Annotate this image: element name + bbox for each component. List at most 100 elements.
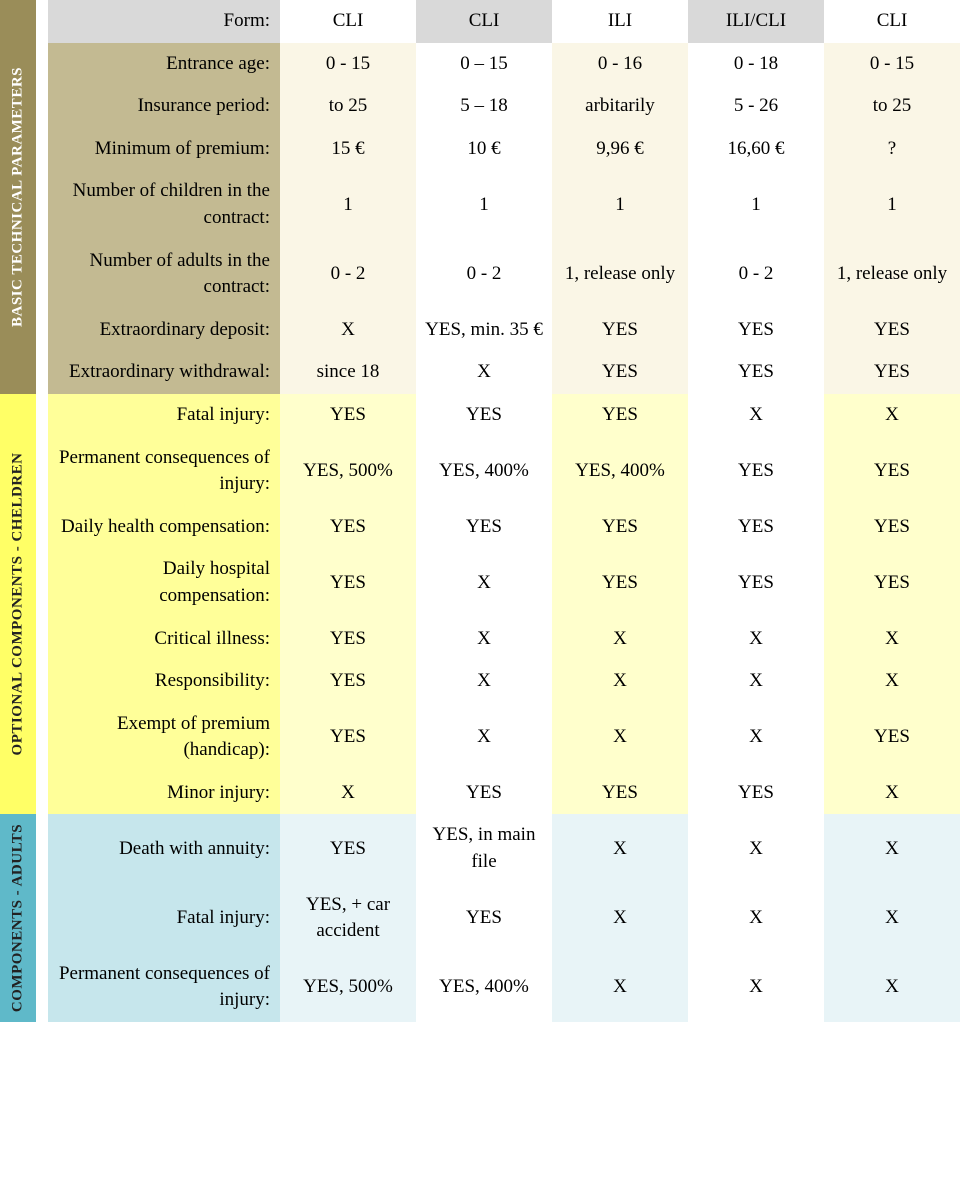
side-adults: COMPONENTS - ADULTS — [0, 814, 36, 1022]
header-label: Form: — [48, 0, 280, 43]
cell: X — [688, 394, 824, 437]
cell: YES — [824, 703, 960, 772]
cell: YES — [280, 660, 416, 703]
cell: YES — [416, 506, 552, 549]
cell: X — [688, 618, 824, 661]
cell: X — [552, 703, 688, 772]
table-row: Number of children in the contract: 1 1 … — [48, 170, 960, 239]
side-label-children: OPTIONAL COMPONENTS - CHELDREN — [10, 453, 27, 756]
cell: X — [552, 660, 688, 703]
table-row: Minimum of premium: 15 € 10 € 9,96 € 16,… — [48, 128, 960, 171]
cell: YES — [824, 309, 960, 352]
cell: X — [416, 703, 552, 772]
cell: YES — [280, 548, 416, 617]
cell: 0 – 15 — [416, 43, 552, 86]
cell: YES — [552, 309, 688, 352]
cell: X — [824, 953, 960, 1022]
cell: 0 - 2 — [688, 240, 824, 309]
col-header: CLI — [824, 0, 960, 43]
cell: YES, 400% — [552, 437, 688, 506]
section-adults: COMPONENTS - ADULTS Death with annuity: … — [0, 814, 960, 1022]
col-header: CLI — [280, 0, 416, 43]
cell: X — [688, 884, 824, 953]
cell: X — [280, 309, 416, 352]
row-label: Exempt of premium (handicap): — [48, 703, 280, 772]
table-row: Extraordinary withdrawal: since 18 X YES… — [48, 351, 960, 394]
cell: YES — [280, 814, 416, 883]
row-label: Extraordinary withdrawal: — [48, 351, 280, 394]
cell: X — [824, 394, 960, 437]
row-label: Death with annuity: — [48, 814, 280, 883]
cell: to 25 — [280, 85, 416, 128]
cell: YES, 500% — [280, 953, 416, 1022]
cell: 1, release only — [552, 240, 688, 309]
cell: X — [824, 618, 960, 661]
col-header: ILI/CLI — [688, 0, 824, 43]
cell: X — [688, 814, 824, 883]
cell: 5 - 26 — [688, 85, 824, 128]
cell: YES, + car accident — [280, 884, 416, 953]
table-row: Exempt of premium (handicap): YES X X X … — [48, 703, 960, 772]
row-label: Extraordinary deposit: — [48, 309, 280, 352]
table-row: Permanent consequences of injury: YES, 5… — [48, 437, 960, 506]
cell: 1 — [280, 170, 416, 239]
cell: ? — [824, 128, 960, 171]
cell: 0 - 15 — [824, 43, 960, 86]
cell: YES, 400% — [416, 953, 552, 1022]
cell: 1 — [552, 170, 688, 239]
table-row: Extraordinary deposit: X YES, min. 35 € … — [48, 309, 960, 352]
cell: YES, 500% — [280, 437, 416, 506]
cell: YES — [280, 394, 416, 437]
section-children: OPTIONAL COMPONENTS - CHELDREN Fatal inj… — [0, 394, 960, 815]
cell: 15 € — [280, 128, 416, 171]
side-label-adults: COMPONENTS - ADULTS — [10, 824, 27, 1012]
col-header: ILI — [552, 0, 688, 43]
insurance-comparison-table: BASIC TECHNICAL PARAMETERS Form: CLI CLI… — [0, 0, 960, 1022]
side-basic: BASIC TECHNICAL PARAMETERS — [0, 0, 36, 394]
cell: X — [552, 618, 688, 661]
cell: YES — [552, 351, 688, 394]
row-label: Fatal injury: — [48, 394, 280, 437]
cell: X — [824, 772, 960, 815]
cell: YES — [824, 351, 960, 394]
table-row: Fatal injury: YES, + car accident YES X … — [48, 884, 960, 953]
cell: X — [552, 953, 688, 1022]
cell: YES — [688, 437, 824, 506]
table-row: Number of adults in the contract: 0 - 2 … — [48, 240, 960, 309]
cell: X — [824, 660, 960, 703]
row-label: Responsibility: — [48, 660, 280, 703]
row-label: Daily hospital compensation: — [48, 548, 280, 617]
row-label: Number of children in the contract: — [48, 170, 280, 239]
cell: 9,96 € — [552, 128, 688, 171]
cell: YES — [552, 394, 688, 437]
row-label: Number of adults in the contract: — [48, 240, 280, 309]
cell: YES — [688, 351, 824, 394]
cell: YES — [416, 394, 552, 437]
cell: 1 — [824, 170, 960, 239]
cell: 0 - 16 — [552, 43, 688, 86]
cell: YES — [416, 772, 552, 815]
row-label: Entrance age: — [48, 43, 280, 86]
cell: YES — [688, 506, 824, 549]
header-row: Form: CLI CLI ILI ILI/CLI CLI — [48, 0, 960, 43]
cell: YES — [688, 548, 824, 617]
table-row: Critical illness: YES X X X X — [48, 618, 960, 661]
row-label: Insurance period: — [48, 85, 280, 128]
table-row: Entrance age: 0 - 15 0 – 15 0 - 16 0 - 1… — [48, 43, 960, 86]
table-row: Responsibility: YES X X X X — [48, 660, 960, 703]
cell: X — [416, 660, 552, 703]
cell: since 18 — [280, 351, 416, 394]
cell: X — [416, 618, 552, 661]
cell: X — [824, 814, 960, 883]
row-label: Minor injury: — [48, 772, 280, 815]
cell: YES — [688, 772, 824, 815]
table-row: Daily health compensation: YES YES YES Y… — [48, 506, 960, 549]
cell: YES — [280, 506, 416, 549]
cell: YES — [416, 884, 552, 953]
cell: 0 - 2 — [416, 240, 552, 309]
cell: X — [416, 548, 552, 617]
cell: YES, min. 35 € — [416, 309, 552, 352]
cell: YES — [552, 772, 688, 815]
cell: X — [824, 884, 960, 953]
table-row: Daily hospital compensation: YES X YES Y… — [48, 548, 960, 617]
